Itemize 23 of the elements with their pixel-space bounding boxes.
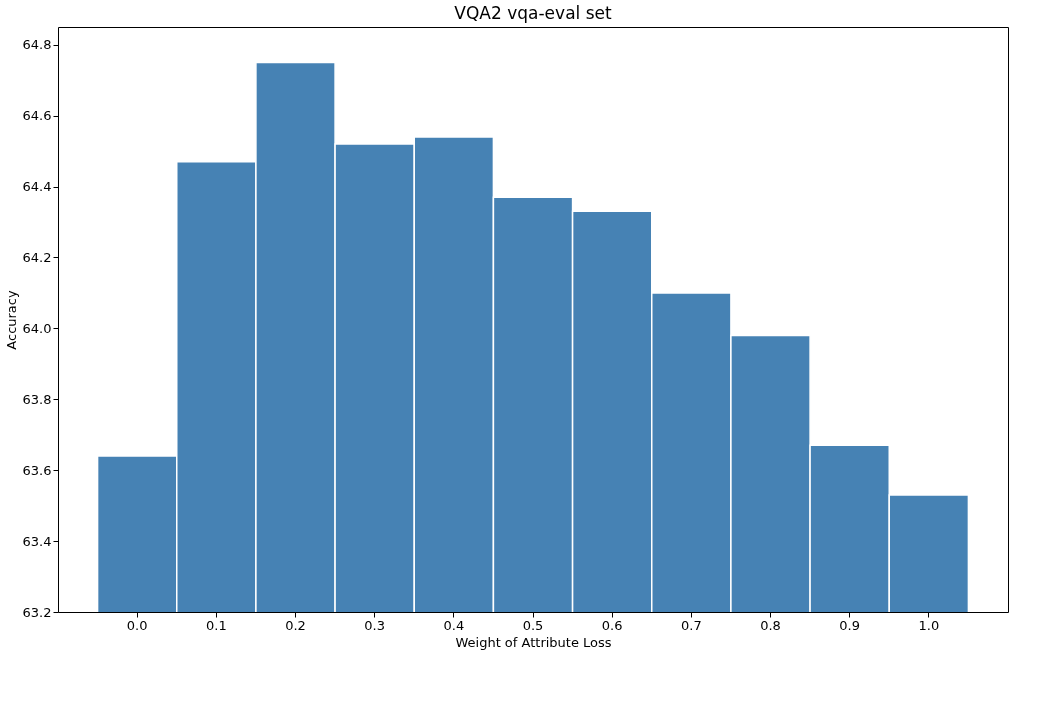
x-tick-label: 0.9 <box>839 617 861 633</box>
y-tick-label: 64.6 <box>22 108 52 124</box>
x-tick-label: 0.2 <box>285 617 306 633</box>
y-axis-title: Accuracy <box>3 290 19 350</box>
y-tick-label: 64.2 <box>22 249 52 265</box>
y-tick-label: 63.4 <box>22 533 52 549</box>
x-axis-title: Weight of Attribute Loss <box>455 634 612 650</box>
x-tick-label: 0.8 <box>760 617 781 633</box>
x-tick-label: 0.6 <box>601 617 623 633</box>
y-tick-label: 64.8 <box>22 37 52 53</box>
y-tick-label: 64.4 <box>22 179 52 195</box>
y-tick-label: 63.2 <box>22 604 52 620</box>
x-tick-label: 0.4 <box>443 617 465 633</box>
x-tick-label: 0.7 <box>680 617 702 633</box>
x-tick-label: 0.0 <box>126 617 148 633</box>
x-tick-label: 0.5 <box>522 617 544 633</box>
x-tick-label: 0.1 <box>205 617 227 633</box>
y-tick-label: 63.6 <box>22 462 52 478</box>
x-tick-label: 1.0 <box>918 617 940 633</box>
y-tick-label: 63.8 <box>22 391 52 407</box>
x-tick-label: 0.3 <box>364 617 386 633</box>
y-tick-label: 64.0 <box>22 320 52 336</box>
chart-title: VQA2 vqa-eval set <box>454 3 612 23</box>
